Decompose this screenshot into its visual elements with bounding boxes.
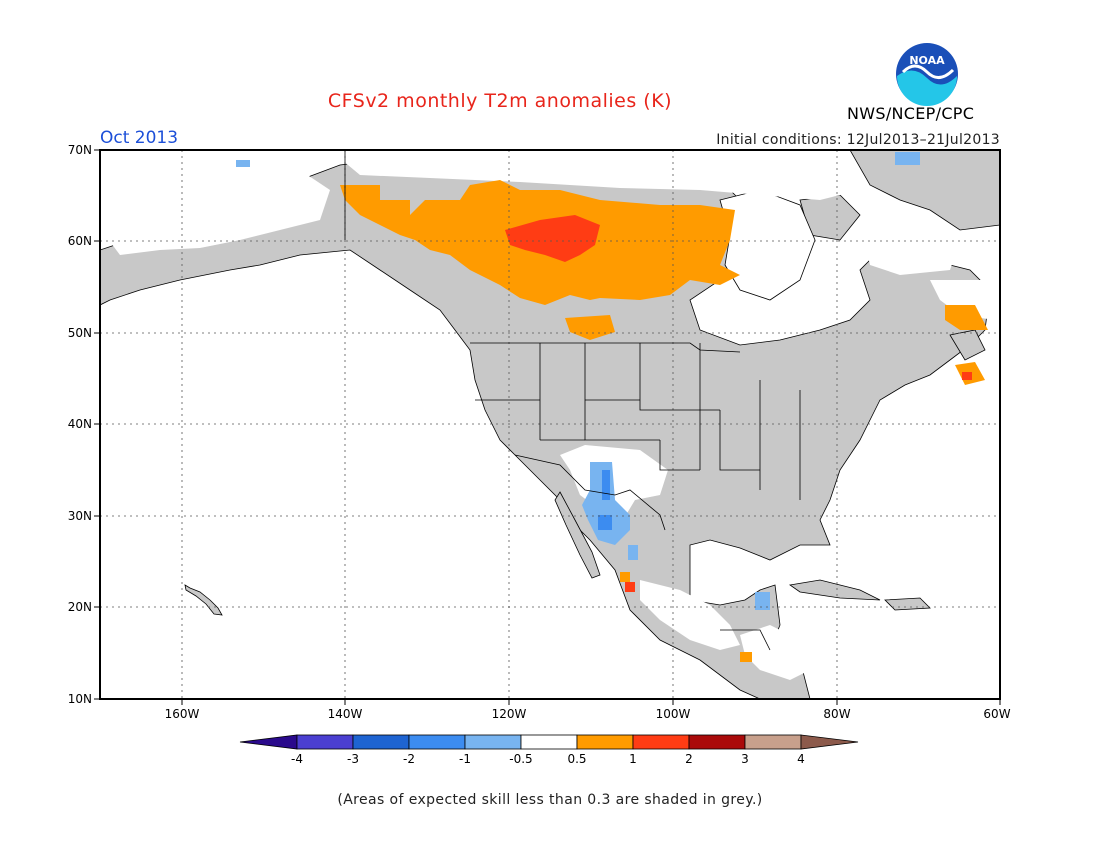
- lat-label: 60N: [68, 234, 92, 248]
- latitude-labels: 70N 60N 50N 40N 30N 20N 10N: [68, 143, 92, 706]
- legend-swatch: [408, 734, 466, 750]
- lat-label: 10N: [68, 692, 92, 706]
- lat-label: 70N: [68, 143, 92, 157]
- hispaniola: [884, 597, 931, 611]
- legend-swatch: [688, 734, 746, 750]
- legend-tick: 1: [629, 752, 637, 766]
- lon-label: 120W: [492, 707, 527, 721]
- legend-tick: -0.5: [509, 752, 532, 766]
- legend-tick: -1: [459, 752, 471, 766]
- hot-anomaly-areas: [505, 215, 972, 592]
- cool-anomaly-areas: [236, 152, 920, 610]
- legend-tick: 3: [741, 752, 749, 766]
- legend-swatch-above-4: [800, 734, 859, 750]
- lat-label: 50N: [68, 326, 92, 340]
- legend-swatch: [296, 734, 354, 750]
- legend-swatch: [352, 734, 410, 750]
- cold-anomaly-areas: [598, 470, 612, 530]
- lon-label: 140W: [328, 707, 363, 721]
- legend-swatch: [744, 734, 802, 750]
- neutral-areas: [105, 150, 1000, 699]
- hudson-bay: [719, 189, 816, 301]
- legend-tick: 0.5: [567, 752, 586, 766]
- organization-label: NWS/NCEP/CPC: [847, 104, 975, 123]
- forecast-month: Oct 2013: [100, 128, 179, 148]
- legend-tick: 4: [797, 752, 805, 766]
- graticule: [100, 150, 1000, 699]
- legend-swatch: [520, 734, 578, 750]
- legend-swatch: [576, 734, 634, 750]
- legend-swatch: [464, 734, 522, 750]
- lat-label: 40N: [68, 417, 92, 431]
- initial-conditions: Initial conditions: 12Jul2013–21Jul2013: [716, 132, 1000, 148]
- hawaii-islands: [184, 584, 223, 616]
- newfoundland: [949, 329, 986, 361]
- noaa-logo: NOAA: [896, 43, 958, 106]
- lon-label: 100W: [656, 707, 691, 721]
- political-boundaries: [344, 150, 801, 651]
- land-masses: [100, 150, 1000, 699]
- skill-footnote: (Areas of expected skill less than 0.3 a…: [337, 792, 763, 808]
- greenland: [849, 150, 1000, 231]
- baja-california: [554, 491, 601, 579]
- lat-label: 30N: [68, 509, 92, 523]
- lon-label: 80W: [823, 707, 850, 721]
- map-title: CFSv2 monthly T2m anomalies (K): [327, 90, 673, 112]
- legend-tick: -4: [291, 752, 303, 766]
- legend-tick-labels: -4 -3 -2 -1 -0.5 0.5 1 2 3 4: [291, 752, 805, 766]
- cuba: [788, 579, 881, 601]
- legend-swatch-below-minus-4: [239, 734, 298, 750]
- legend-tick: -3: [347, 752, 359, 766]
- tick-marks: [94, 149, 1001, 705]
- noaa-logo-text: NOAA: [909, 54, 945, 67]
- lon-label: 160W: [165, 707, 200, 721]
- legend-swatch: [632, 734, 690, 750]
- legend-tick: -2: [403, 752, 415, 766]
- lat-label: 20N: [68, 600, 92, 614]
- legend-tick: 2: [685, 752, 693, 766]
- color-legend: [239, 734, 859, 750]
- longitude-labels: 160W 140W 120W 100W 80W 60W: [165, 707, 1011, 721]
- lon-label: 60W: [983, 707, 1010, 721]
